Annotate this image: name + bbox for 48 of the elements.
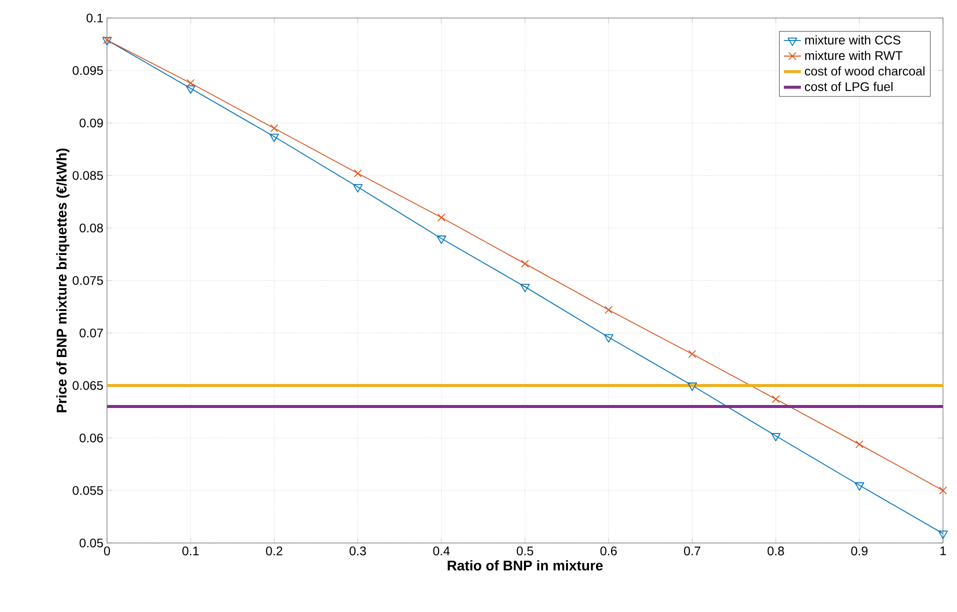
point bbox=[604, 306, 613, 314]
point bbox=[520, 284, 530, 292]
point bbox=[687, 382, 697, 391]
legend-label: mixture with RWT bbox=[805, 50, 902, 60]
y-axis-title: Price of BNP mixture briquettes (€/kWh) bbox=[56, 148, 70, 412]
x-tick-label: 0.5 bbox=[516, 546, 534, 556]
point bbox=[437, 214, 446, 222]
y-tick-label: 0.09 bbox=[80, 118, 103, 128]
y-tick-label: 0.065 bbox=[72, 381, 103, 390]
point bbox=[436, 236, 446, 244]
y-tick-label: 0.085 bbox=[72, 171, 103, 180]
point bbox=[688, 350, 696, 358]
y-tick-label: 0.07 bbox=[80, 328, 103, 338]
x-tick-label: 0.4 bbox=[433, 546, 450, 556]
legend-label: cost of LPG fuel bbox=[804, 82, 892, 92]
y-tick-label: 0.05 bbox=[80, 538, 103, 548]
point bbox=[939, 486, 947, 494]
x-tick-label: 0.1 bbox=[182, 546, 199, 556]
point bbox=[772, 395, 780, 404]
point bbox=[270, 124, 278, 132]
x-tick-label: 1 bbox=[940, 546, 946, 556]
point bbox=[269, 134, 279, 142]
legend-label: mixture with CCS bbox=[805, 35, 900, 44]
x-tick-label: 0.3 bbox=[350, 546, 366, 556]
point bbox=[854, 482, 864, 491]
point bbox=[186, 85, 196, 94]
x-axis-title: Ratio of BNP in mixture bbox=[448, 560, 603, 570]
point bbox=[771, 432, 781, 442]
point bbox=[354, 169, 362, 178]
point bbox=[938, 530, 948, 539]
x-tick-label: 0 bbox=[104, 546, 110, 556]
y-tick-label: 0.095 bbox=[72, 66, 103, 75]
point bbox=[186, 79, 195, 88]
point bbox=[521, 260, 529, 268]
y-tick-label: 0.075 bbox=[72, 276, 103, 285]
legend-label: cost of wood charcoal bbox=[804, 66, 924, 76]
x-tick-label: 0.8 bbox=[768, 546, 784, 556]
x-tick-label: 0.7 bbox=[684, 546, 700, 556]
point bbox=[353, 184, 363, 192]
y-tick-label: 0.055 bbox=[72, 486, 103, 495]
point bbox=[604, 334, 614, 343]
y-tick-label: 0.06 bbox=[80, 434, 103, 442]
x-tick-label: 0.2 bbox=[266, 546, 282, 556]
x-tick-label: 0.6 bbox=[600, 546, 617, 556]
y-tick-label: 0.08 bbox=[80, 224, 103, 232]
x-tick-label: 0.9 bbox=[851, 546, 868, 556]
y-tick-label: 0.1 bbox=[86, 14, 103, 22]
point bbox=[855, 440, 864, 448]
